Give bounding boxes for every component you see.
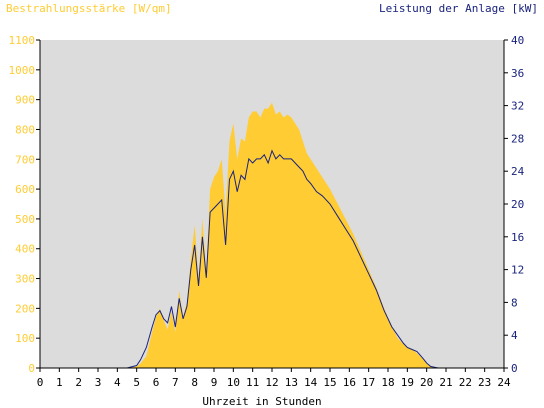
left-axis-title: Bestrahlungsstärke [W/qm]	[6, 2, 172, 15]
x-tick-label: 5	[133, 376, 140, 389]
x-tick-label: 19	[401, 376, 414, 389]
y-right-tick-label: 12	[511, 264, 524, 277]
x-tick-label: 20	[420, 376, 433, 389]
x-tick-label: 14	[304, 376, 318, 389]
y-left-tick-label: 100	[15, 332, 35, 345]
y-left-tick-label: 500	[15, 213, 35, 226]
x-tick-label: 4	[114, 376, 121, 389]
y-left-tick-label: 700	[15, 153, 35, 166]
y-left-tick-label: 800	[15, 123, 35, 136]
y-right-tick-label: 28	[511, 132, 524, 145]
x-tick-label: 23	[478, 376, 491, 389]
y-left-tick-label: 200	[15, 302, 35, 315]
y-right-tick-label: 0	[511, 362, 518, 375]
x-tick-label: 9	[211, 376, 218, 389]
power-line	[40, 149, 504, 369]
x-tick-label: 21	[439, 376, 452, 389]
x-tick-label: 24	[497, 376, 511, 389]
x-tick-label: 8	[191, 376, 198, 389]
y-right-tick-label: 4	[511, 329, 518, 342]
x-tick-label: 16	[343, 376, 356, 389]
x-tick-label: 2	[75, 376, 82, 389]
y-left-tick-label: 900	[15, 94, 35, 107]
right-axis-title: Leistung der Anlage [kW]	[379, 2, 538, 15]
x-tick-label: 1	[56, 376, 63, 389]
x-tick-label: 12	[265, 376, 278, 389]
x-tick-label: 6	[153, 376, 160, 389]
x-tick-label: 7	[172, 376, 179, 389]
y-right-tick-label: 24	[511, 165, 525, 178]
y-left-tick-label: 400	[15, 243, 35, 256]
y-right-tick-label: 16	[511, 231, 524, 244]
tick-labels-group: 0 1 2 3 4 5 6 7 8 9 10 11 12 13 14 15 16 17 18 19 20 21 22 23 24…	[9, 34, 525, 389]
y-right-tick-label: 32	[511, 100, 524, 113]
x-tick-label: 10	[227, 376, 240, 389]
y-left-tick-label: 1100	[9, 34, 36, 47]
irradiance-area	[40, 102, 504, 369]
x-tick-label: 11	[246, 376, 259, 389]
ticks-group	[36, 39, 508, 372]
x-tick-label: 0	[37, 376, 44, 389]
x-tick-label: 15	[323, 376, 336, 389]
x-tick-label: 18	[381, 376, 394, 389]
y-right-tick-label: 36	[511, 67, 524, 80]
y-left-tick-label: 300	[15, 273, 35, 286]
y-right-tick-label: 8	[511, 296, 518, 309]
x-tick-label: 3	[95, 376, 102, 389]
y-left-tick-label: 0	[28, 362, 35, 375]
y-left-tick-label: 1000	[9, 64, 36, 77]
x-axis-title: Uhrzeit in Stunden	[202, 395, 321, 408]
x-tick-label: 22	[459, 376, 472, 389]
y-right-tick-label: 40	[511, 34, 524, 47]
x-tick-label: 17	[362, 376, 375, 389]
x-tick-label: 13	[285, 376, 298, 389]
y-right-tick-label: 20	[511, 198, 524, 211]
y-left-tick-label: 600	[15, 183, 35, 196]
